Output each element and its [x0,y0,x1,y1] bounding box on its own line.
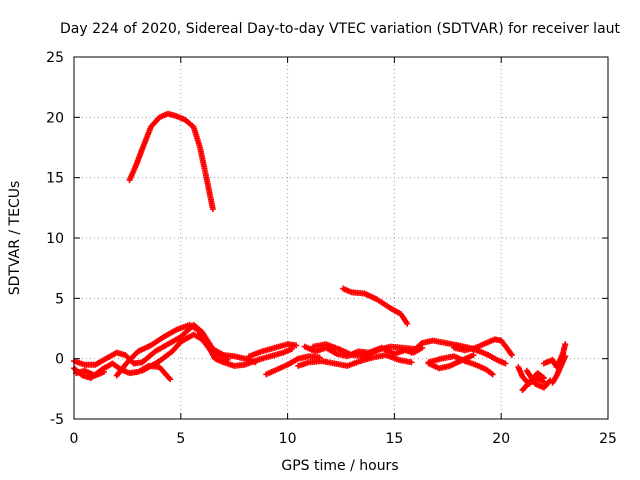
x-tick-label: 5 [176,431,185,447]
series-arc-r [540,341,569,371]
y-tick-label: 5 [55,291,64,307]
data-point [508,352,515,359]
y-tick-label: 10 [46,231,64,247]
chart-title: Day 224 of 2020, Sidereal Day-to-day VTE… [60,21,621,37]
y-tick-label: 15 [46,171,64,187]
series-arc-mid [340,285,411,327]
series-arc-f [246,341,300,360]
data-point [470,352,477,359]
data-point [540,374,547,381]
series-arc-e [139,331,231,374]
data-point [288,346,295,353]
data-point [293,342,300,349]
y-tick-label: 0 [55,352,64,368]
series-arc-m [451,336,515,359]
data-point [209,206,216,213]
y-tick-label: -5 [50,412,64,428]
series-arc-j [310,341,419,360]
data-point [100,368,107,375]
data-point [404,320,411,327]
data-point [502,360,509,367]
x-tick-label: 15 [385,431,403,447]
plot-points [71,110,569,394]
series-arc-n [425,352,477,372]
data-point [167,376,174,383]
series-arc-g [263,353,323,378]
series-arc-q [519,370,547,394]
series-arc-high [126,110,216,213]
axis-ticks: 0 5 10 15 20 25 -5 0 5 10 15 20 25 [46,50,617,447]
y-axis-label: SDTVAR / TECUs [7,181,23,296]
x-tick-label: 0 [70,431,79,447]
x-axis-label: GPS time / hours [281,458,398,474]
data-point [562,353,569,360]
y-tick-label: 20 [46,110,64,126]
series-arc-s [549,353,569,386]
data-point [408,359,415,366]
y-tick-label: 25 [46,50,64,66]
data-point [224,356,231,363]
series-arc-d [113,321,295,379]
data-point [489,371,496,378]
series-arc-i [295,352,415,369]
x-tick-label: 25 [599,431,617,447]
x-tick-label: 10 [279,431,297,447]
series-arc-l [425,353,496,378]
series-arc-c [73,367,107,379]
data-point [562,341,569,348]
x-tick-label: 20 [492,431,510,447]
